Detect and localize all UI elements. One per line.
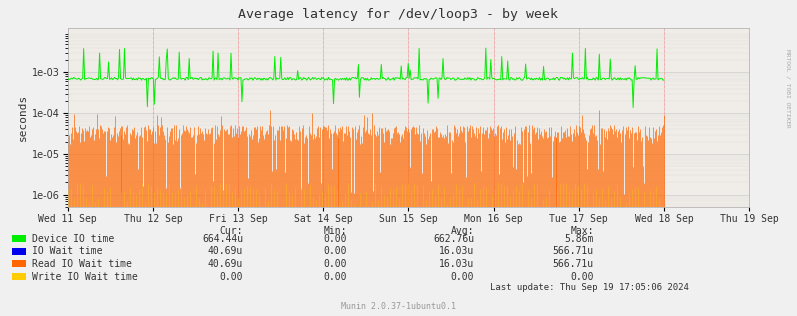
Text: Avg:: Avg: xyxy=(451,226,474,236)
Text: 0.00: 0.00 xyxy=(324,246,347,256)
Text: Last update: Thu Sep 19 17:05:06 2024: Last update: Thu Sep 19 17:05:06 2024 xyxy=(490,283,689,292)
Text: Cur:: Cur: xyxy=(220,226,243,236)
Text: Average latency for /dev/loop3 - by week: Average latency for /dev/loop3 - by week xyxy=(238,8,559,21)
Text: 0.00: 0.00 xyxy=(571,271,594,282)
Text: Read IO Wait time: Read IO Wait time xyxy=(32,259,132,269)
Y-axis label: seconds: seconds xyxy=(18,94,28,141)
Text: Max:: Max: xyxy=(571,226,594,236)
Text: 0.00: 0.00 xyxy=(324,271,347,282)
Text: 664.44u: 664.44u xyxy=(202,234,243,244)
Text: 662.76u: 662.76u xyxy=(433,234,474,244)
Text: 40.69u: 40.69u xyxy=(208,246,243,256)
Text: 566.71u: 566.71u xyxy=(552,246,594,256)
Text: 0.00: 0.00 xyxy=(324,259,347,269)
Text: 0.00: 0.00 xyxy=(451,271,474,282)
Text: 0.00: 0.00 xyxy=(220,271,243,282)
Text: 0.00: 0.00 xyxy=(324,234,347,244)
Text: 16.03u: 16.03u xyxy=(439,246,474,256)
Text: Write IO Wait time: Write IO Wait time xyxy=(32,271,138,282)
Text: IO Wait time: IO Wait time xyxy=(32,246,102,256)
Text: MRTOOL / TOBI OETIKER: MRTOOL / TOBI OETIKER xyxy=(786,49,791,128)
Text: Munin 2.0.37-1ubuntu0.1: Munin 2.0.37-1ubuntu0.1 xyxy=(341,302,456,311)
Text: 16.03u: 16.03u xyxy=(439,259,474,269)
Text: 40.69u: 40.69u xyxy=(208,259,243,269)
Text: 566.71u: 566.71u xyxy=(552,259,594,269)
Text: Device IO time: Device IO time xyxy=(32,234,114,244)
Text: 5.86m: 5.86m xyxy=(564,234,594,244)
Text: Min:: Min: xyxy=(324,226,347,236)
